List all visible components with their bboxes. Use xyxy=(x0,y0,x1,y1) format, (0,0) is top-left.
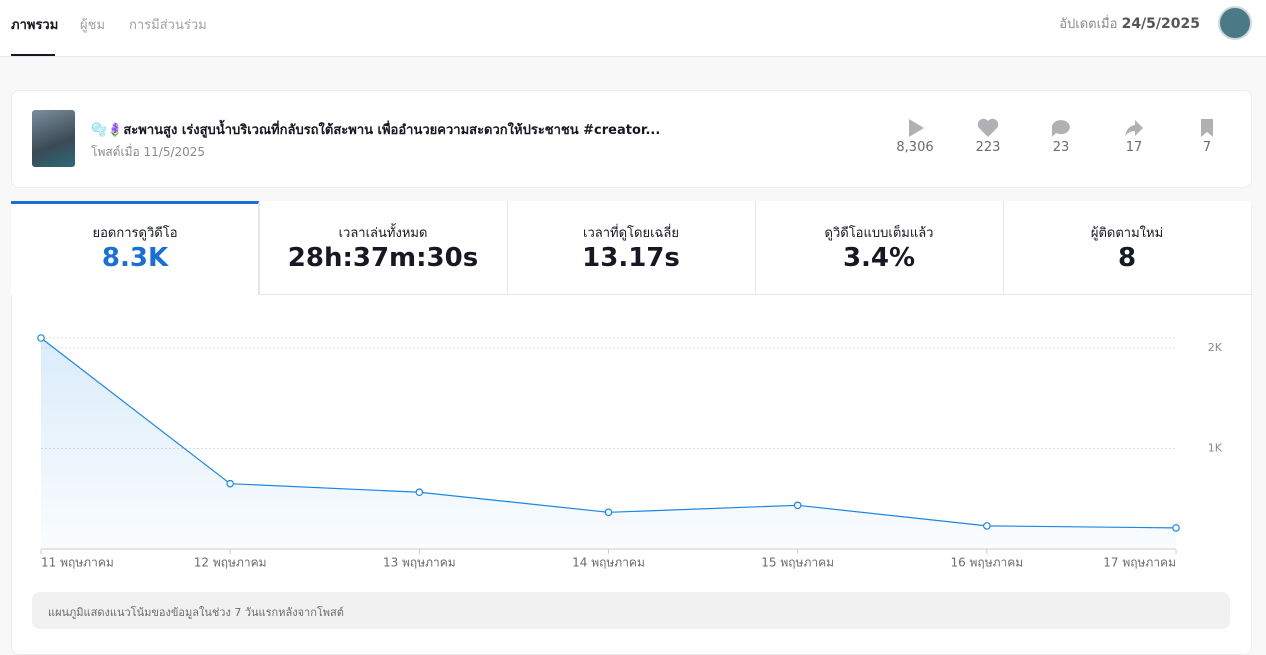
metric-value: 3.4% xyxy=(842,243,916,273)
chart-note: แผนภูมิแสดงแนวโน้มของข้อมูลในช่วง 7 วันแ… xyxy=(48,606,344,619)
post-date: โพสต์เมื่อ 11/5/2025 xyxy=(91,145,206,159)
tab[interactable]: ผู้ชม xyxy=(80,18,106,33)
metric-tab[interactable] xyxy=(259,201,507,295)
views-count: 8,306 xyxy=(896,140,934,155)
point xyxy=(226,479,234,488)
comments-icon xyxy=(1052,120,1070,137)
metric-value: 8.3K xyxy=(101,243,169,273)
point xyxy=(37,334,45,342)
point xyxy=(983,522,991,530)
stat-icons xyxy=(909,118,1213,137)
metric-label: ยอดการดูวิดีโอ xyxy=(92,226,178,241)
post-title[interactable]: 🫧🪻สะพานสูง เร่งสูบน้ำบริเวณที่กลับรถใต้ส… xyxy=(91,123,661,138)
x-tick-label: 12 พฤษภาคม xyxy=(194,556,267,570)
metric-tab[interactable] xyxy=(11,201,259,295)
metric-tab[interactable] xyxy=(507,201,755,295)
metric-label: เวลาที่ดูโดยเฉลี่ย xyxy=(583,226,679,241)
point xyxy=(793,501,802,510)
point xyxy=(415,488,424,497)
saves-icon xyxy=(1201,119,1213,137)
y-tick-label: 2K xyxy=(1208,341,1223,354)
line-area xyxy=(41,338,1176,549)
metric-value: 28h:37m:30s xyxy=(287,243,479,273)
views-icon xyxy=(909,119,924,137)
tab[interactable]: การมีส่วนร่วม xyxy=(129,18,207,33)
top-nav: ภาพรวม ผู้ชม การมีส่วนร่วม อัปเดตเมื่อ 2… xyxy=(0,0,1266,57)
likes-icon xyxy=(977,118,999,137)
x-tick-label: 16 พฤษภาคม xyxy=(950,556,1023,570)
x-tick-label: 13 พฤษภาคม xyxy=(383,556,456,570)
metric-tab[interactable] xyxy=(1003,201,1251,295)
metric-value: 8 xyxy=(1117,243,1137,273)
tab-underline xyxy=(11,54,55,56)
update-label: อัปเดตเมื่อ xyxy=(1059,17,1118,32)
metric-tab[interactable] xyxy=(755,201,1003,295)
point xyxy=(604,508,613,517)
metric-label: ดูวิดีโอแบบเต็มแล้ว xyxy=(824,226,934,241)
likes-count: 223 xyxy=(975,140,1001,155)
metric-value: 13.17s xyxy=(582,243,680,273)
shares-icon xyxy=(1125,120,1143,136)
thumbnail xyxy=(32,110,75,167)
x-tick-label: 11 พฤษภาคม xyxy=(41,556,114,570)
x-tick-label: 17 พฤษภาคม xyxy=(1103,556,1176,570)
update-info: อัปเดตเมื่อ 24/5/2025 xyxy=(1059,13,1200,34)
y-tick-label: 1K xyxy=(1208,442,1223,455)
x-tick-label: 14 พฤษภาคม xyxy=(572,556,645,570)
note-box: แผนภูมิแสดงแนวโน้มของข้อมูลในช่วง 7 วันแ… xyxy=(32,592,1230,629)
shares-count: 17 xyxy=(1125,140,1143,155)
metric-label: เวลาเล่นทั้งหมด xyxy=(338,226,428,241)
x-tick-label: 15 พฤษภาคม xyxy=(761,556,834,570)
avatar[interactable] xyxy=(1218,6,1252,40)
comments-count: 23 xyxy=(1052,140,1070,155)
metric-label: ผู้ติดตามใหม่ xyxy=(1090,226,1164,241)
update-date: 24/5/2025 xyxy=(1121,16,1200,32)
tab[interactable]: ภาพรวม xyxy=(11,18,59,33)
point xyxy=(1172,524,1180,532)
post-card xyxy=(11,90,1252,188)
saves-count: 7 xyxy=(1202,140,1212,155)
